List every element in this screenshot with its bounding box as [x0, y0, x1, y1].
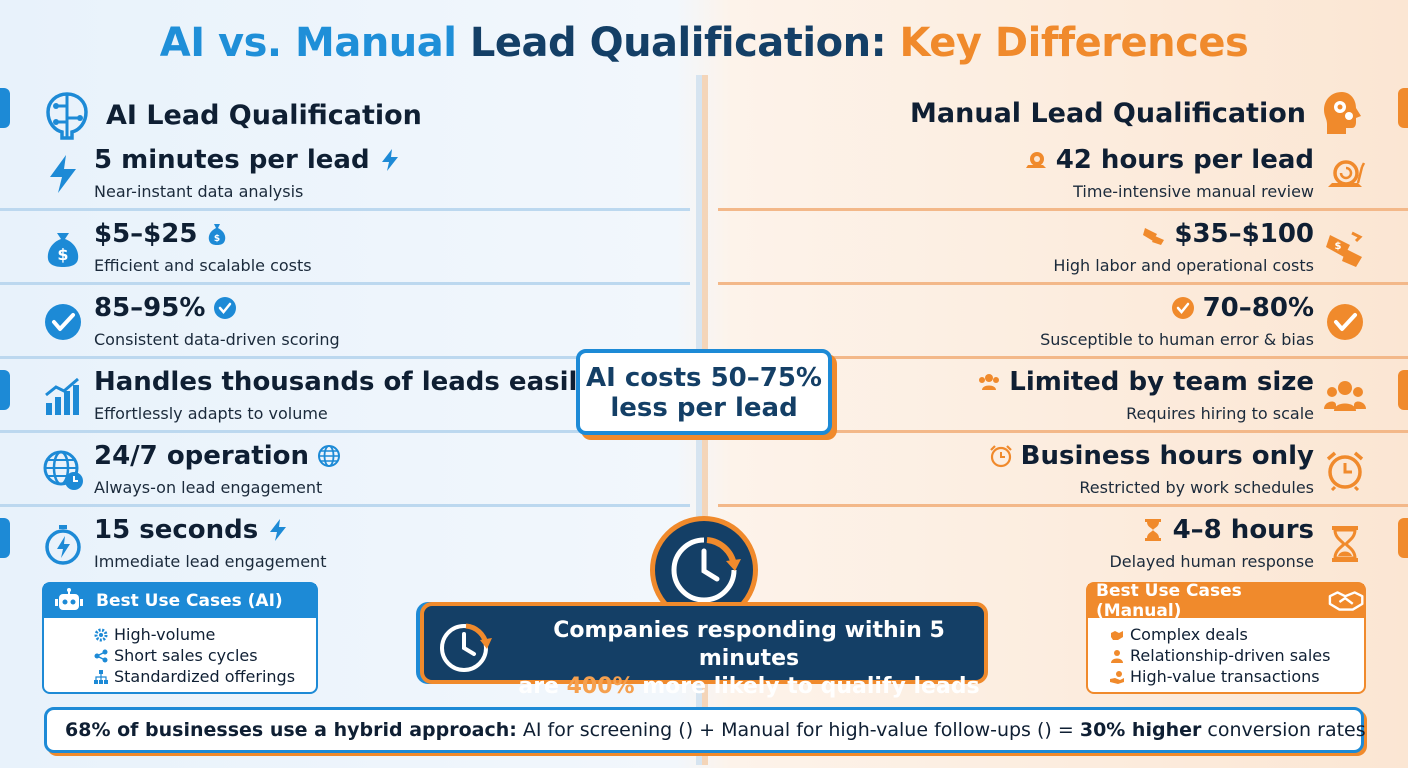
ai-row-response: 15 seconds Immediate lead engagement — [0, 507, 690, 581]
ai-row-cost: $ $5–$25 $ Efficient and scalable costs — [0, 211, 690, 285]
check-circle-icon — [1171, 297, 1194, 319]
handshake-icon — [1111, 630, 1123, 640]
brain-circuit-icon — [46, 92, 88, 140]
response-time-banner: Companies responding within 5 minutes ar… — [420, 602, 988, 699]
clock-refresh-icon — [440, 623, 492, 672]
ai-row-accuracy: 85–95% Consistent data-driven scoring — [0, 285, 690, 359]
edge-tab — [1398, 518, 1408, 558]
list-item: High-value transactions — [1110, 666, 1364, 687]
svg-text:$: $ — [1335, 241, 1342, 252]
edge-tab — [0, 370, 10, 410]
robot-icon — [55, 588, 83, 610]
bar-chart-icon — [45, 377, 79, 415]
list-item: High-volume — [94, 624, 316, 645]
hierarchy-icon — [94, 669, 108, 684]
snail-icon — [1328, 160, 1366, 187]
manual-use-cases-card: Best Use Cases (Manual) Complex deals Re… — [1086, 581, 1366, 694]
globe-icon — [318, 445, 341, 467]
edge-tab — [0, 518, 10, 558]
ai-use-cases-card: Best Use Cases (AI) High-volume Short sa… — [42, 582, 318, 694]
snail-icon — [1025, 152, 1046, 168]
list-item: Short sales cycles — [94, 645, 316, 666]
hybrid-footer-banner: 68% of businesses use a hybrid approach:… — [44, 707, 1366, 753]
globe-clock-icon — [43, 450, 83, 490]
alarm-clock-icon — [1326, 451, 1364, 491]
manual-use-case-list: Complex deals Relationship-driven sales … — [1088, 618, 1364, 687]
edge-tab — [0, 88, 10, 128]
manual-row-cost: $ $35–$100 High labor and operational co… — [718, 211, 1408, 285]
manual-row-response: 4–8 hours Delayed human response — [718, 507, 1408, 581]
lightning-icon — [270, 519, 287, 541]
ai-use-case-list: High-volume Short sales cycles Standardi… — [44, 618, 316, 687]
cost-callout: AI costs 50–75% less per lead — [576, 349, 832, 435]
money-bag-icon: $ — [47, 233, 79, 267]
edge-tab — [1398, 88, 1408, 128]
hourglass-icon — [1332, 526, 1358, 562]
ai-row-availability: 24/7 operation Always-on lead engagement — [0, 433, 690, 507]
team-icon — [979, 374, 1000, 390]
manual-row-scalability: Limited by team size Requires hiring to … — [718, 359, 1408, 433]
hourglass-icon — [1144, 519, 1161, 541]
clock-refresh-icon — [671, 537, 741, 603]
ai-row-scalability: Handles thousands of leads easily Effort… — [0, 359, 690, 433]
ai-row-speed: 5 minutes per lead Near-instant data ana… — [0, 137, 690, 211]
money-bag-icon: $ — [209, 224, 226, 245]
lightning-icon — [381, 149, 398, 171]
hand-coin-icon — [1110, 670, 1124, 684]
edge-tab — [1398, 370, 1408, 410]
gear-icon — [94, 628, 108, 641]
stopwatch-icon — [45, 525, 81, 565]
ai-heading: AI Lead Qualification — [40, 88, 422, 142]
check-circle-icon — [1327, 304, 1363, 340]
person-icon — [1111, 649, 1123, 663]
money-flying-icon: $ — [1326, 231, 1363, 267]
list-item: Standardized offerings — [94, 666, 316, 687]
handshake-icon — [1328, 591, 1364, 611]
check-circle-icon — [45, 304, 81, 340]
svg-text:$: $ — [57, 245, 68, 264]
manual-row-speed: 42 hours per lead Time-intensive manual … — [718, 137, 1408, 211]
alarm-clock-icon — [989, 445, 1012, 468]
manual-row-availability: Business hours only Restricted by work s… — [718, 433, 1408, 507]
manual-heading: Manual Lead Qualification — [910, 88, 1368, 138]
page-title: AI vs. Manual Lead Qualification: Key Di… — [159, 20, 1249, 66]
svg-text:$: $ — [214, 234, 220, 244]
team-icon — [1324, 381, 1366, 411]
money-flying-icon — [1143, 228, 1165, 245]
list-item: Relationship-driven sales — [1110, 645, 1364, 666]
head-gears-icon — [1324, 92, 1361, 134]
network-icon — [94, 649, 108, 662]
list-item: Complex deals — [1110, 624, 1364, 645]
check-badge-icon — [214, 297, 237, 319]
manual-row-accuracy: 70–80% Susceptible to human error & bias — [718, 285, 1408, 359]
lightning-icon — [50, 155, 76, 193]
